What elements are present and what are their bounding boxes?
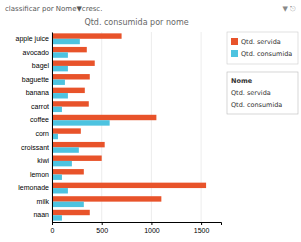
- bar: [52, 120, 110, 125]
- y-tick-label: lemonade: [18, 184, 49, 191]
- x-tick-label: 500: [96, 227, 108, 234]
- y-tick: banana: [26, 89, 52, 96]
- header-icons: ▼ ⎋: [282, 5, 296, 13]
- x-tick-label: 0: [51, 227, 55, 234]
- x-tick-label: 1000: [144, 227, 160, 234]
- y-tick-label: banana: [26, 89, 49, 96]
- dropdown: Nome Qtd. servida Qtd. consumida: [227, 72, 298, 114]
- dropdown-item: Nome: [231, 77, 253, 85]
- legend-label: Qtd. consumida: [241, 50, 292, 58]
- y-tick: avocado: [23, 49, 52, 56]
- bar: [52, 161, 72, 166]
- y-axis-line: [52, 33, 53, 223]
- dropdown-item: Qtd. servida: [231, 89, 271, 97]
- dropdown-item: Qtd. consumida: [231, 101, 282, 109]
- bar: [52, 183, 206, 188]
- x-tick-mark: [201, 222, 202, 225]
- dropdown-box: [227, 72, 298, 114]
- x-axis: 0 500 1000 1500: [51, 222, 222, 234]
- y-tick: naan: [33, 211, 52, 218]
- x-tick: 1000: [144, 222, 160, 234]
- bar: [52, 169, 84, 174]
- bar: [52, 196, 161, 201]
- bar: [52, 202, 84, 207]
- grid: [52, 32, 201, 222]
- bar: [52, 33, 122, 38]
- bar: [52, 188, 68, 193]
- y-tick-label: apple juice: [16, 35, 50, 43]
- y-tick-label: croissant: [21, 144, 49, 151]
- bar: [52, 215, 62, 220]
- y-tick: lemon: [30, 171, 52, 178]
- grid-line: [151, 32, 152, 222]
- bar: [52, 61, 95, 66]
- legend-box: [227, 32, 298, 64]
- y-tick-label: coffee: [30, 116, 49, 123]
- title: Qtd. consumida por nome: [84, 18, 188, 27]
- y-tick: corn: [35, 130, 52, 137]
- x-tick-label: 1500: [194, 227, 210, 234]
- series: [52, 33, 206, 215]
- x-tick: 1500: [194, 222, 210, 234]
- bar: [52, 147, 79, 152]
- bar: [52, 115, 156, 120]
- y-tick-label: lemon: [30, 171, 49, 178]
- bar: [52, 52, 68, 57]
- y-tick: kiwi: [37, 157, 52, 164]
- bar: [52, 210, 90, 215]
- y-tick: apple juice: [16, 35, 52, 43]
- series: [52, 39, 110, 221]
- y-tick: carrot: [31, 103, 52, 110]
- y-tick: croissant: [21, 144, 52, 151]
- y-tick-label: naan: [33, 211, 49, 218]
- bar: [52, 128, 81, 133]
- legend-swatch: [231, 50, 238, 57]
- bar: [52, 47, 87, 52]
- bar: [52, 156, 102, 161]
- y-tick-label: carrot: [31, 103, 49, 110]
- x-axis-line: [53, 223, 222, 226]
- bar: [52, 80, 65, 85]
- bar: [52, 66, 68, 71]
- x-tick-mark: [102, 222, 103, 225]
- y-tick: milk: [37, 198, 52, 205]
- y-tick: lemonade: [18, 184, 52, 191]
- y-tick-label: corn: [35, 130, 49, 137]
- y-tick-label: milk: [37, 198, 50, 205]
- y-tick-label: baguette: [22, 76, 49, 84]
- grid-line: [101, 32, 102, 222]
- y-tick: bagel: [32, 62, 52, 70]
- bar: [52, 74, 90, 79]
- x-tick: 0: [51, 222, 55, 234]
- y-tick-label: avocado: [23, 49, 50, 56]
- x-tick-mark: [151, 222, 152, 225]
- bar: [52, 142, 105, 147]
- legend: Qtd. servida Qtd. consumida: [227, 32, 298, 64]
- header-label: classificar por Nome▼cresc.: [5, 5, 102, 13]
- plot: 0 500 1000 1500 apple juice avocado bagel bague…: [16, 32, 222, 234]
- y-tick: baguette: [22, 76, 52, 84]
- x-tick: 500: [96, 222, 108, 234]
- grid-line: [52, 32, 53, 222]
- bar: [52, 175, 62, 180]
- legend-label: Qtd. servida: [241, 38, 281, 46]
- grid-line: [201, 32, 202, 222]
- chart: classificar por Nome▼cresc. ▼ ⎋ Qtd. consu…: [0, 0, 301, 242]
- bar: [52, 39, 80, 44]
- y-tick-label: bagel: [32, 62, 50, 70]
- y-axis: apple juice avocado bagel baguette banana car…: [16, 33, 53, 223]
- bar: [52, 101, 89, 106]
- bars: [52, 33, 206, 220]
- bar: [52, 88, 85, 93]
- y-tick: coffee: [30, 116, 52, 123]
- bar: [52, 93, 68, 98]
- y-tick-label: kiwi: [37, 157, 49, 164]
- legend-swatch: [231, 38, 238, 45]
- bar: [52, 107, 62, 112]
